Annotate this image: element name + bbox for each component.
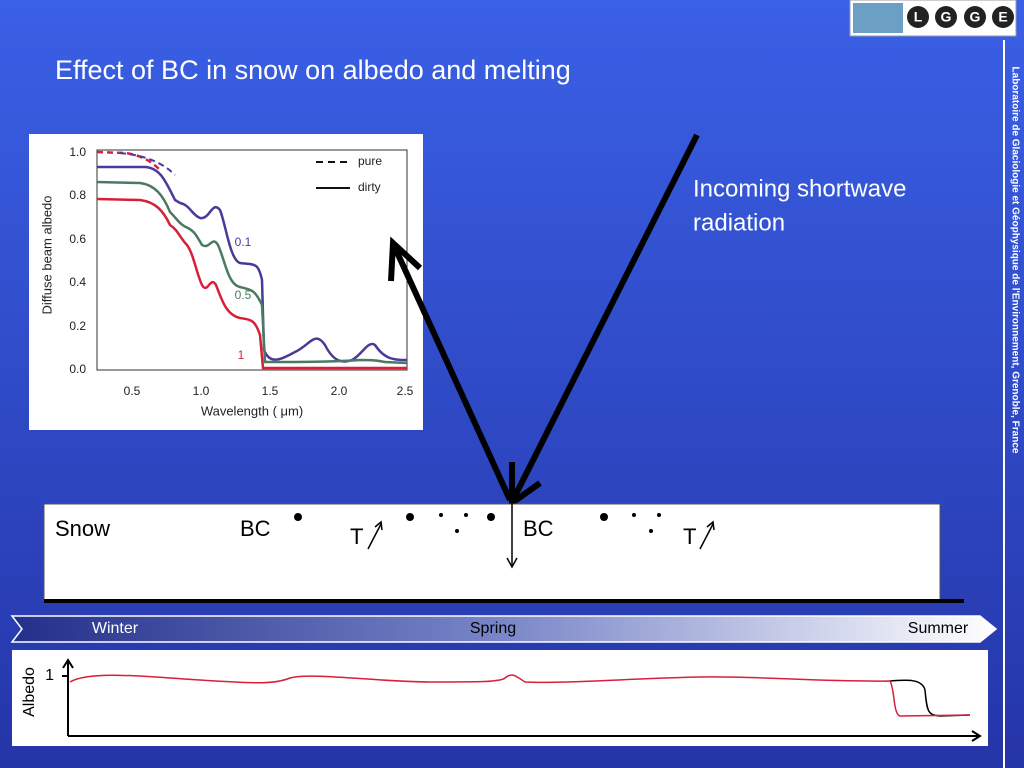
curve-label: 0.5 [235, 288, 252, 302]
snow-label: Snow [55, 516, 110, 541]
x-tick-label: 1.0 [193, 384, 210, 398]
temperature-arrows [367, 520, 715, 550]
snow-layer [43, 503, 941, 601]
logo-letter: G [970, 9, 981, 25]
curve [119, 152, 176, 176]
curve [96, 180, 408, 365]
reflected-arrow [393, 248, 513, 502]
y-tick-label: 0.4 [69, 275, 86, 289]
figure: 1.0 0.8 0.6 0.4 0.2 0.0 0.5 1.0 1.5 2.0 … [39, 145, 413, 418]
incoming-label: Incoming shortwave [693, 175, 906, 202]
y-tick-label: 0.6 [69, 232, 86, 246]
arrow-head [506, 557, 518, 569]
albedo-axes [62, 658, 982, 742]
bc-label: BC [240, 516, 271, 541]
logo: L G G E [907, 6, 1014, 28]
curve [97, 165, 408, 363]
albedo-label: Albedo [21, 667, 38, 717]
y-axis-label: Diffuse beam albedo [39, 195, 54, 314]
t-label: T [683, 524, 696, 549]
logo-letter: G [941, 9, 952, 25]
bc-particles [294, 513, 661, 533]
albedo-tick: 1 [45, 667, 54, 684]
incoming-label: radiation [693, 209, 785, 236]
y-tick-label: 0.2 [69, 319, 86, 333]
season-label: Spring [470, 620, 516, 637]
season-label: Summer [908, 620, 969, 637]
x-axis-label: Wavelength ( μm) [201, 403, 303, 418]
snow-labels: Snow BC BC T T [55, 516, 696, 549]
x-tick-label: 0.5 [124, 384, 141, 398]
title: Effect of BC in snow on albedo and melti… [55, 55, 571, 85]
x-tick-label: 2.0 [331, 384, 348, 398]
legend-label: dirty [358, 180, 381, 194]
logo-letter: L [914, 9, 923, 25]
sidebar-text: Laboratoire de Glaciologie et Géophysiqu… [1009, 67, 1020, 454]
season-arrow [10, 615, 998, 643]
curve-label: 0.1 [235, 235, 252, 249]
x-tick-label: 2.5 [397, 384, 414, 398]
bc-label: BC [523, 516, 554, 541]
legend-label: pure [358, 154, 382, 168]
figure-box [29, 134, 423, 430]
incoming-arrow [511, 133, 700, 500]
x-tick-label: 1.5 [262, 384, 279, 398]
arrow-head [388, 236, 423, 282]
albedo-panel [12, 650, 988, 746]
y-tick-label: 0.0 [69, 362, 86, 376]
season-label: Winter [92, 620, 139, 637]
logo-image [853, 3, 903, 33]
y-tick-label: 0.8 [69, 188, 86, 202]
albedo-curve-dirty [69, 674, 971, 717]
y-tick-label: 1.0 [69, 145, 86, 159]
logo-letter: E [998, 9, 1007, 25]
curve [96, 197, 407, 370]
t-label: T [350, 524, 363, 549]
curve-label: 1 [238, 348, 245, 362]
